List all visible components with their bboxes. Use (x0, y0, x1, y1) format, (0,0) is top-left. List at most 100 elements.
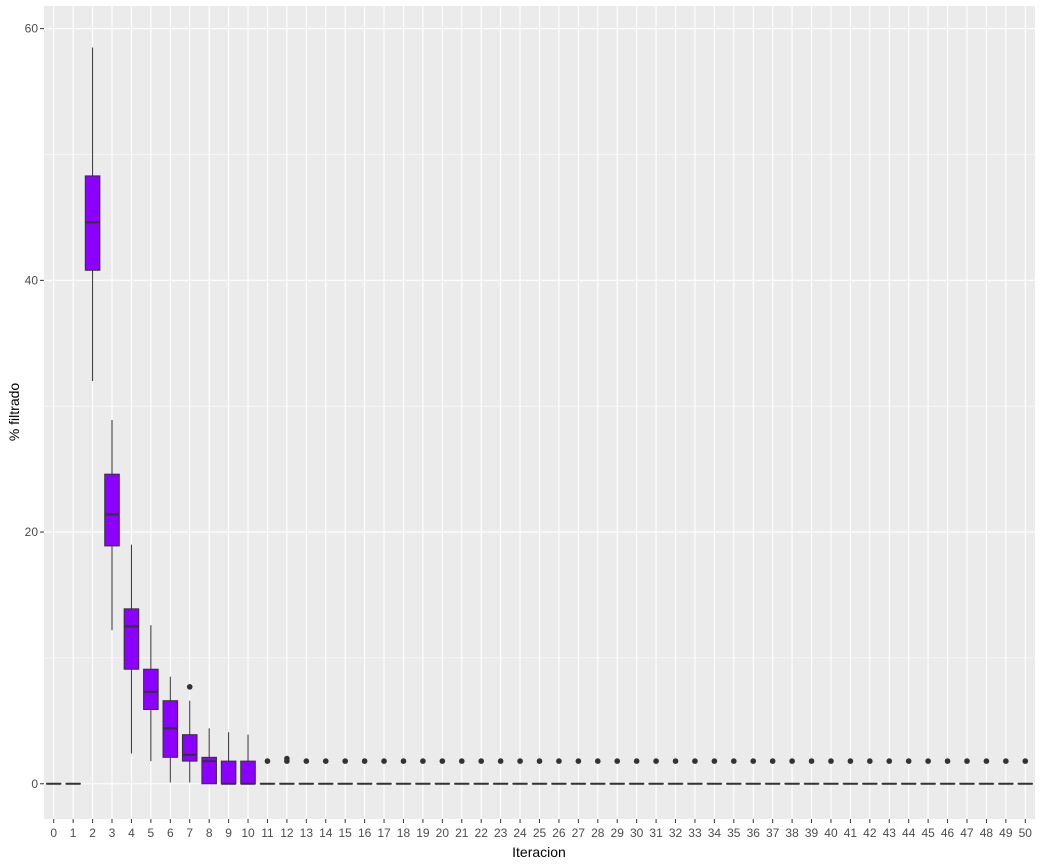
outlier-point (594, 758, 601, 764)
y-axis: 0 20 40 60 (25, 22, 44, 791)
outlier-point (925, 758, 931, 764)
box-body (143, 668, 159, 711)
x-tick-label: 19 (416, 826, 430, 840)
outlier-point (964, 758, 970, 764)
outlier-point (905, 758, 912, 764)
x-tick-label: 2 (89, 826, 96, 840)
outlier-point (808, 758, 815, 764)
outlier-point (536, 758, 543, 764)
outlier-point (672, 758, 679, 764)
x-tick-label: 5 (148, 826, 155, 840)
box-body (123, 608, 140, 670)
outlier-point (711, 758, 718, 764)
box-11 (259, 758, 276, 785)
box-4 (123, 544, 140, 754)
box-43 (881, 758, 898, 785)
x-tick-label: 14 (319, 826, 333, 840)
box-48 (978, 758, 995, 785)
box-23 (492, 758, 509, 785)
box-41 (842, 758, 859, 785)
x-tick-label: 22 (475, 826, 489, 840)
outlier-point (517, 758, 523, 764)
box-21 (453, 758, 470, 785)
box-24 (512, 758, 528, 785)
x-tick-label: 36 (747, 826, 761, 840)
box-5 (143, 625, 159, 762)
box-19 (415, 758, 431, 785)
x-tick-label: 7 (186, 826, 193, 840)
outlier-point (361, 758, 368, 764)
x-tick-label: 42 (863, 826, 877, 840)
box-44 (900, 758, 917, 785)
x-tick-label: 40 (824, 826, 838, 840)
box-39 (803, 758, 820, 785)
box-14 (317, 758, 334, 785)
x-tick-label: 17 (377, 826, 391, 840)
x-tick-label: 28 (591, 826, 605, 840)
box-12 (279, 755, 295, 785)
x-tick-label: 33 (688, 826, 702, 840)
x-tick-label: 31 (649, 826, 663, 840)
outlier-point (614, 758, 621, 764)
box-22 (473, 758, 489, 785)
x-tick-label: 11 (261, 826, 274, 840)
x-tick-label: 43 (883, 826, 897, 840)
y-axis-title: % filtrado (6, 383, 22, 442)
x-tick-label: 3 (109, 826, 116, 840)
outlier-point (828, 758, 834, 764)
x-tick-label: 13 (300, 826, 314, 840)
outlier-point (769, 758, 776, 764)
box-body (181, 734, 198, 762)
outlier-point (284, 755, 290, 762)
box-36 (745, 758, 762, 785)
x-tick-label: 30 (630, 826, 644, 840)
x-tick-label: 47 (960, 826, 974, 840)
box-30 (628, 758, 645, 785)
y-tick-label: 0 (31, 777, 38, 791)
box-13 (298, 758, 315, 785)
x-tick-label: 18 (397, 826, 411, 840)
outlier-point (342, 758, 348, 764)
x-tick-label: 8 (206, 826, 213, 840)
outlier-point (381, 758, 387, 764)
x-tick-label: 35 (727, 826, 741, 840)
x-tick-label: 50 (1019, 826, 1033, 840)
outlier-point (847, 758, 854, 764)
box-17 (376, 758, 392, 785)
outlier-point (303, 758, 310, 764)
box-7 (181, 684, 198, 783)
box-body (240, 760, 256, 785)
outlier-point (497, 758, 504, 764)
x-tick-label: 9 (225, 826, 232, 840)
box-body (104, 473, 120, 547)
x-tick-label: 1 (70, 826, 77, 840)
x-tick-label: 34 (708, 826, 722, 840)
x-tick-label: 10 (241, 826, 255, 840)
x-tick-label: 24 (513, 826, 527, 840)
outlier-point (886, 758, 893, 764)
y-tick-label: 60 (25, 22, 39, 36)
x-tick-label: 23 (494, 826, 508, 840)
outlier-point (633, 758, 640, 764)
outlier-point (944, 758, 951, 764)
outlier-point (789, 758, 795, 764)
box-35 (726, 758, 742, 785)
box-27 (570, 758, 587, 785)
x-tick-label: 29 (611, 826, 625, 840)
box-9 (220, 732, 237, 785)
x-tick-label: 20 (436, 826, 450, 840)
box-10 (240, 734, 256, 785)
box-47 (959, 758, 975, 785)
box-49 (998, 758, 1014, 785)
x-tick-label: 16 (358, 826, 372, 840)
x-tick-label: 32 (669, 826, 683, 840)
x-tick-label: 15 (339, 826, 353, 840)
x-axis: 0 1 2 3 4 5 6 7 8 9 10 11 12 13 14 15 16 17 18 19 20 21 22 23 24… (50, 819, 1032, 840)
boxes-layer (45, 47, 1034, 785)
x-tick-label: 4 (128, 826, 135, 840)
outlier-point (322, 758, 329, 764)
box-28 (590, 758, 606, 785)
box-34 (706, 758, 723, 785)
box-45 (920, 758, 936, 785)
box-20 (434, 758, 451, 785)
